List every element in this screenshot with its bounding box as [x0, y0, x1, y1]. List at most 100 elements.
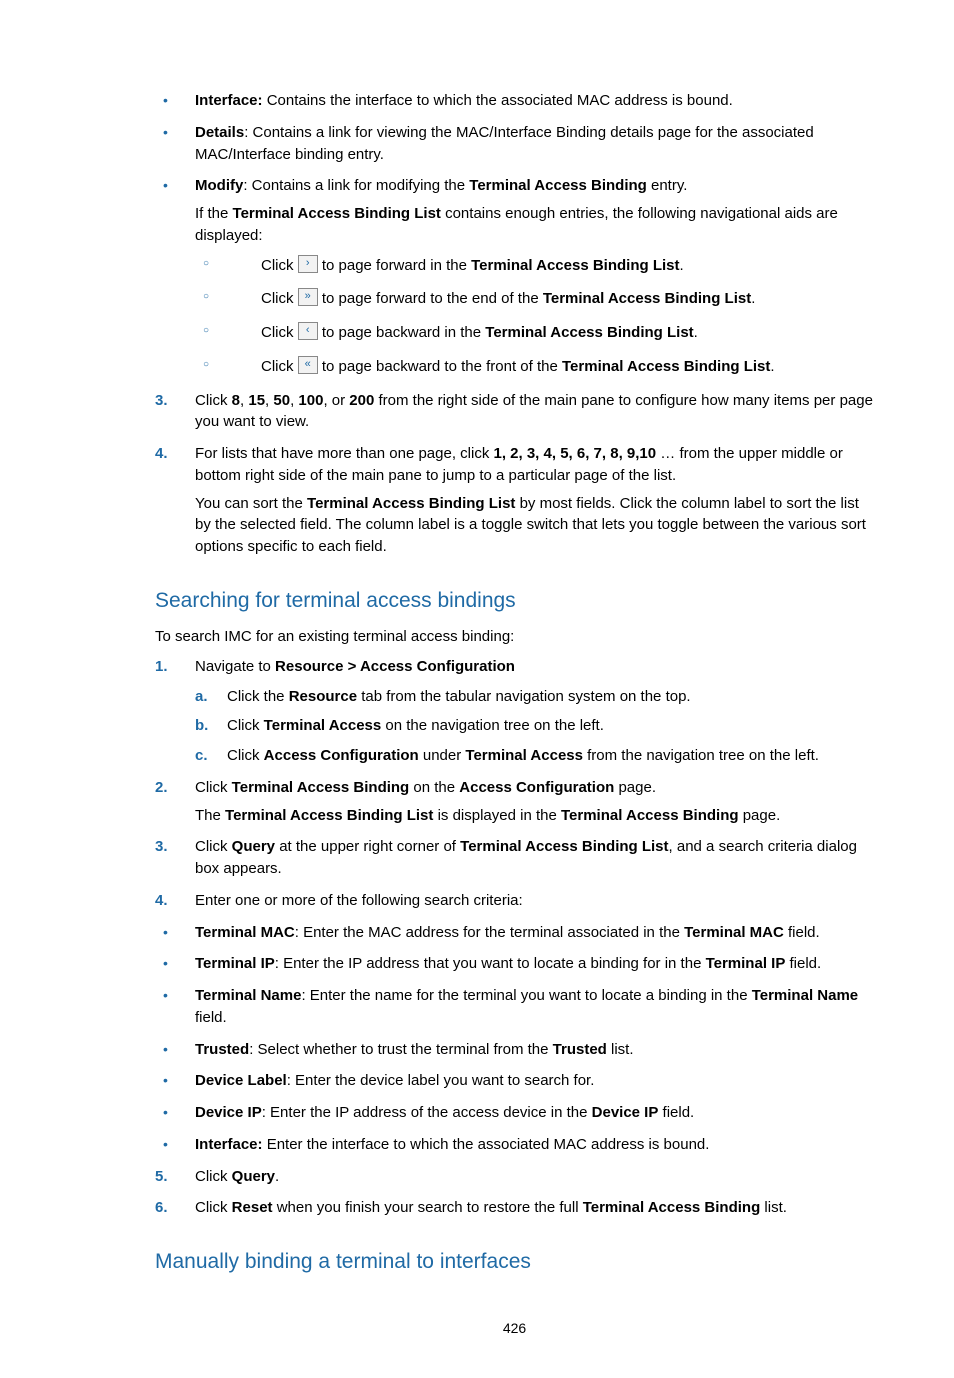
inline-strong: Query: [232, 1168, 275, 1185]
list-item: Click « to page backward to the front of…: [195, 356, 874, 378]
label: Device IP: [195, 1104, 262, 1121]
inline-strong: Terminal Access: [465, 747, 583, 764]
text: .: [275, 1168, 279, 1185]
text: Click: [227, 747, 264, 764]
step-marker: 6.: [155, 1197, 168, 1219]
inline-strong: Terminal Access Binding: [232, 779, 410, 796]
text: Click the: [227, 688, 289, 705]
text: when you finish your search to restore t…: [273, 1199, 583, 1216]
step-marker: 2.: [155, 777, 168, 799]
page-first-icon: «: [298, 356, 318, 374]
text: under: [419, 747, 466, 764]
sub-steps: a. Click the Resource tab from the tabul…: [195, 686, 874, 767]
text: : Select whether to trust the terminal f…: [249, 1041, 552, 1058]
text: : Enter the MAC address for the terminal…: [295, 924, 684, 941]
step-marker: 4.: [155, 890, 168, 912]
text: field.: [784, 924, 820, 941]
heading-searching: Searching for terminal access bindings: [155, 586, 874, 616]
step-1c: c. Click Access Configuration under Term…: [195, 745, 874, 767]
text: Click: [261, 324, 298, 341]
text: : Enter the device label you want to sea…: [287, 1072, 595, 1089]
label: Details: [195, 124, 244, 141]
label: Interface:: [195, 92, 263, 109]
text: Click: [261, 290, 298, 307]
text: to page forward in the: [318, 257, 471, 274]
list-item: Terminal MAC: Enter the MAC address for …: [155, 922, 874, 944]
step-4: 4. For lists that have more than one pag…: [155, 443, 874, 558]
text: : Contains a link for modifying the: [243, 177, 469, 194]
c: , or: [323, 392, 349, 409]
paragraph: The Terminal Access Binding List is disp…: [195, 805, 874, 827]
text: The: [195, 807, 225, 824]
text: Click: [195, 392, 232, 409]
inline-strong: Terminal Access Binding List: [543, 290, 751, 307]
search-steps: 1. Navigate to Resource > Access Configu…: [155, 656, 874, 912]
inline-strong: Device IP: [592, 1104, 659, 1121]
text: .: [680, 257, 684, 274]
step-marker: a.: [195, 686, 208, 708]
inline-strong: Terminal Access Binding: [583, 1199, 761, 1216]
n: 200: [349, 392, 374, 409]
step-marker: c.: [195, 745, 208, 767]
step-marker: 4.: [155, 443, 168, 465]
step-marker: 5.: [155, 1166, 168, 1188]
paragraph: You can sort the Terminal Access Binding…: [195, 493, 874, 558]
step-marker: 3.: [155, 836, 168, 858]
step-marker: 3.: [155, 390, 168, 412]
text: : Enter the name for the terminal you wa…: [301, 987, 751, 1004]
text: Contains the interface to which the asso…: [263, 92, 733, 109]
n: 15: [248, 392, 265, 409]
text: .: [751, 290, 755, 307]
text: list.: [607, 1041, 634, 1058]
text: page.: [739, 807, 781, 824]
inline-strong: Terminal IP: [706, 955, 786, 972]
text: field.: [785, 955, 821, 972]
inline-strong: Access Configuration: [459, 779, 614, 796]
page-back-icon: ‹: [298, 322, 318, 340]
text: Click: [261, 257, 298, 274]
text: tab from the tabular navigation system o…: [357, 688, 691, 705]
list-item: Trusted: Select whether to trust the ter…: [155, 1039, 874, 1061]
text: .: [694, 324, 698, 341]
label: Interface:: [195, 1136, 263, 1153]
list-item: Modify: Contains a link for modifying th…: [155, 175, 874, 377]
page-forward-icon: ›: [298, 255, 318, 273]
heading-manual-binding: Manually binding a terminal to interface…: [155, 1247, 874, 1277]
inline-strong: Query: [232, 838, 275, 855]
step-5: 5. Click Query.: [155, 1166, 874, 1188]
text: You can sort the: [195, 495, 307, 512]
text: on the navigation tree on the left.: [381, 717, 604, 734]
n: 100: [298, 392, 323, 409]
text: Click: [195, 1199, 232, 1216]
top-bullet-list: Interface: Contains the interface to whi…: [155, 90, 874, 378]
step-3: 3. Click Query at the upper right corner…: [155, 836, 874, 880]
inline-strong: Reset: [232, 1199, 273, 1216]
inline-strong: Resource: [289, 688, 357, 705]
list-item: Click › to page forward in the Terminal …: [195, 255, 874, 277]
label: Modify: [195, 177, 243, 194]
text: field.: [658, 1104, 694, 1121]
text: at the upper right corner of: [275, 838, 460, 855]
text: : Enter the IP address of the access dev…: [262, 1104, 592, 1121]
text: Click: [195, 1168, 232, 1185]
list-item: Click ‹ to page backward in the Terminal…: [195, 322, 874, 344]
text: entry.: [647, 177, 688, 194]
list-item: Interface: Contains the interface to whi…: [155, 90, 874, 112]
text: is displayed in the: [433, 807, 561, 824]
text: Navigate to: [195, 658, 275, 675]
step-3: 3. Click 8, 15, 50, 100, or 200 from the…: [155, 390, 874, 434]
text: : Contains a link for viewing the MAC/In…: [195, 124, 814, 163]
inline-strong: Terminal Access Binding List: [562, 358, 770, 375]
step-6: 6. Click Reset when you finish your sear…: [155, 1197, 874, 1219]
list-item: Click » to page forward to the end of th…: [195, 288, 874, 310]
continued-steps: 3. Click 8, 15, 50, 100, or 200 from the…: [155, 390, 874, 558]
text: If the: [195, 205, 233, 222]
text: Click: [227, 717, 264, 734]
step-4: 4. Enter one or more of the following se…: [155, 890, 874, 912]
step-marker: b.: [195, 715, 208, 737]
inline-strong: Terminal Access Binding List: [307, 495, 515, 512]
text: list.: [760, 1199, 787, 1216]
label: Terminal MAC: [195, 924, 295, 941]
page-number: 426: [155, 1318, 874, 1338]
inline-strong: Trusted: [553, 1041, 607, 1058]
